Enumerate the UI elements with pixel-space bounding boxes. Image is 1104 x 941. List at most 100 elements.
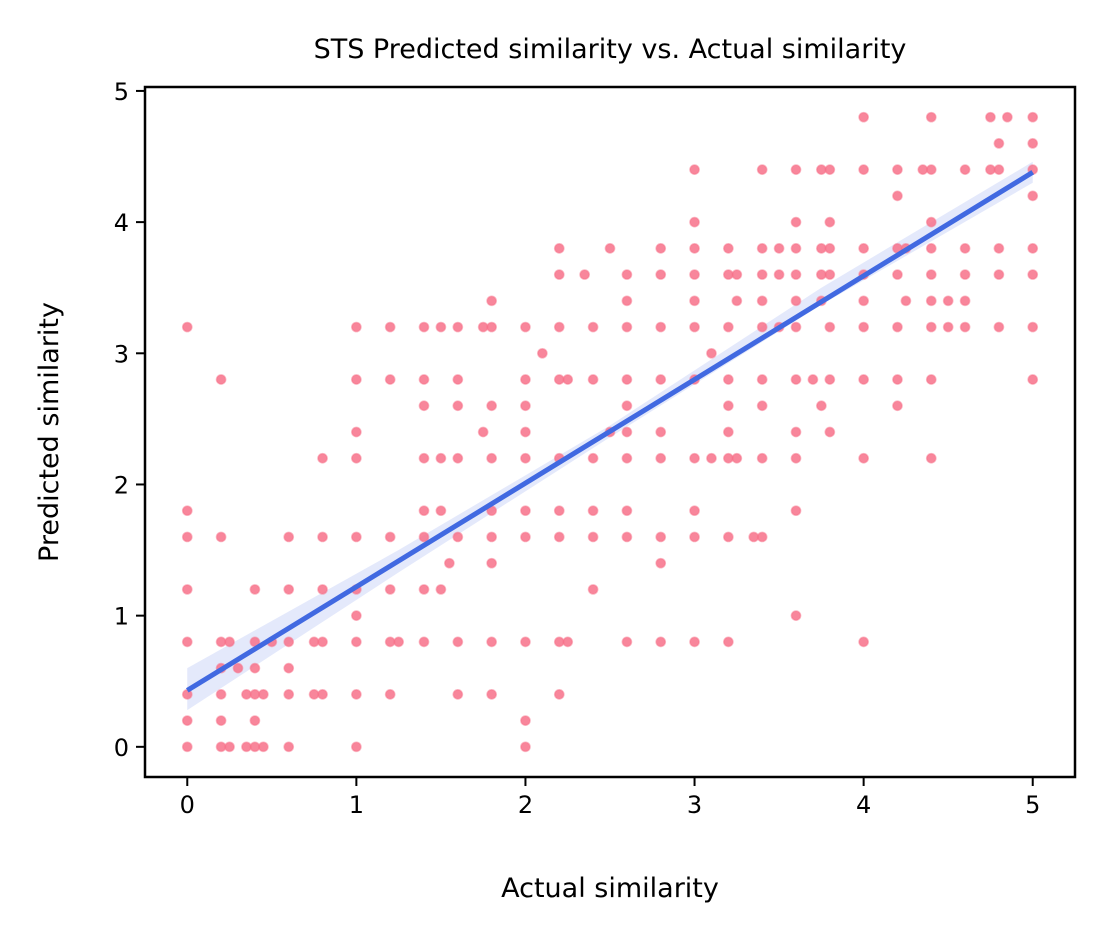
data-point	[655, 636, 667, 648]
data-point	[351, 452, 362, 464]
data-point	[283, 741, 295, 753]
data-point	[435, 452, 447, 464]
data-point	[486, 295, 497, 307]
data-point	[486, 321, 497, 333]
data-point	[418, 505, 430, 517]
data-point	[824, 164, 836, 175]
data-point	[925, 452, 937, 464]
data-point	[1027, 321, 1039, 333]
data-point	[723, 242, 734, 254]
data-point	[1002, 111, 1013, 123]
data-point	[942, 295, 954, 307]
data-point	[824, 269, 836, 280]
data-point	[418, 452, 430, 464]
data-point	[283, 662, 295, 674]
data-point	[384, 689, 396, 700]
data-point	[444, 557, 455, 569]
data-point	[655, 452, 667, 464]
data-point	[452, 374, 464, 385]
data-point	[621, 295, 633, 307]
data-point	[689, 531, 700, 543]
data-point	[621, 505, 633, 517]
data-point	[993, 164, 1005, 175]
data-point	[553, 321, 565, 333]
data-point	[520, 741, 531, 753]
data-point	[942, 321, 954, 333]
data-point	[706, 452, 717, 464]
data-point	[993, 242, 1005, 254]
data-point	[181, 584, 193, 595]
data-point	[756, 452, 768, 464]
data-point	[553, 269, 565, 280]
data-point	[1027, 111, 1039, 123]
data-point	[655, 269, 667, 280]
data-point	[824, 426, 836, 438]
data-point	[587, 321, 599, 333]
data-point	[520, 400, 531, 412]
data-point	[689, 321, 700, 333]
data-point	[858, 111, 869, 123]
data-point	[959, 164, 971, 175]
data-point	[655, 426, 667, 438]
data-point	[790, 452, 802, 464]
data-point	[520, 505, 531, 517]
data-point	[384, 584, 396, 595]
data-point	[452, 400, 464, 412]
data-point	[925, 269, 937, 280]
data-point	[486, 689, 497, 700]
data-point	[756, 269, 768, 280]
data-point	[925, 111, 937, 123]
data-point	[587, 505, 599, 517]
data-point	[452, 452, 464, 464]
data-point	[351, 636, 362, 648]
data-point	[486, 400, 497, 412]
data-point	[215, 374, 227, 385]
data-point	[351, 610, 362, 622]
regression-line	[185, 170, 1035, 693]
data-point	[351, 741, 362, 753]
data-point	[621, 400, 633, 412]
data-point	[520, 531, 531, 543]
data-point	[486, 531, 497, 543]
data-point	[520, 321, 531, 333]
data-point	[418, 584, 430, 595]
data-point	[232, 662, 244, 674]
plot-area	[181, 111, 1039, 753]
data-point	[892, 374, 903, 385]
data-point	[553, 242, 565, 254]
data-point	[959, 269, 971, 280]
x-tick-label: 2	[518, 791, 533, 819]
data-point	[824, 216, 836, 228]
data-point	[773, 242, 785, 254]
data-point	[258, 689, 269, 700]
y-axis-label: Predicted similarity	[34, 302, 65, 562]
data-point	[858, 164, 869, 175]
x-tick-label: 1	[349, 791, 364, 819]
data-point	[925, 295, 937, 307]
data-point	[224, 741, 235, 753]
data-point	[900, 295, 912, 307]
data-point	[756, 295, 768, 307]
data-point	[756, 400, 768, 412]
y-tick-label: 4	[114, 209, 129, 237]
data-point	[959, 295, 971, 307]
data-point	[706, 347, 717, 359]
data-point	[689, 505, 700, 517]
data-point	[181, 531, 193, 543]
data-point	[384, 374, 396, 385]
data-point	[689, 216, 700, 228]
data-point	[435, 321, 447, 333]
data-point	[925, 321, 937, 333]
data-point	[723, 636, 734, 648]
data-point	[689, 295, 700, 307]
data-point	[655, 531, 667, 543]
data-point	[520, 452, 531, 464]
data-point	[892, 164, 903, 175]
data-point	[283, 584, 295, 595]
data-point	[790, 505, 802, 517]
data-point	[317, 452, 328, 464]
data-point	[689, 269, 700, 280]
data-point	[723, 374, 734, 385]
data-point	[249, 584, 261, 595]
